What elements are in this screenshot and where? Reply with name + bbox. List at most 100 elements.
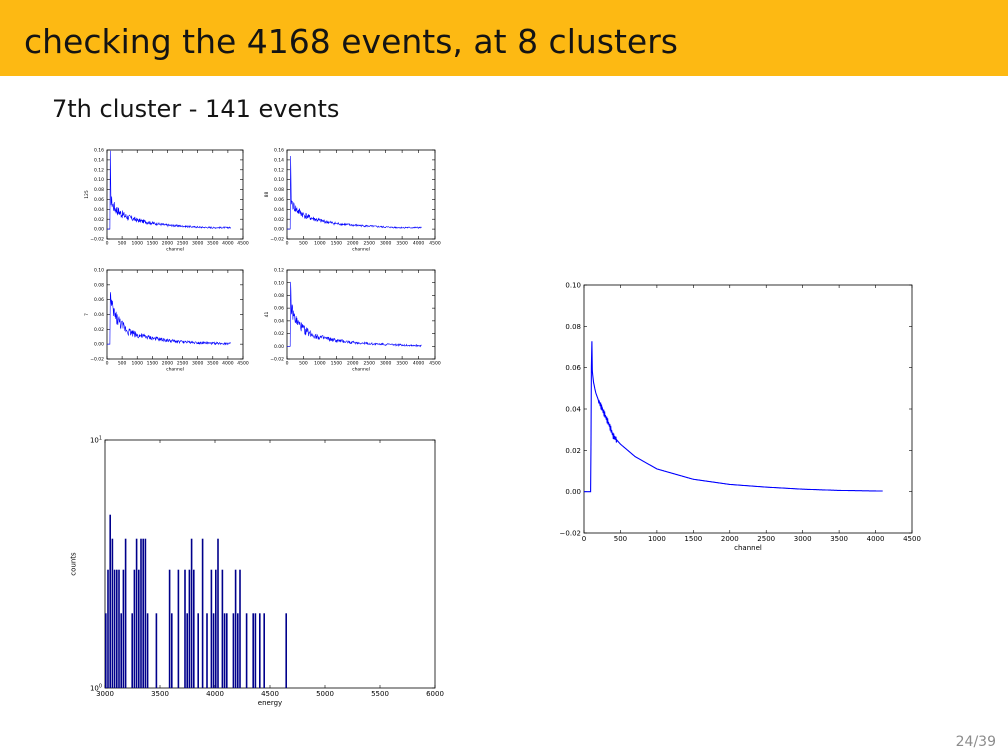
histogram-bar — [201, 538, 204, 688]
chart-41: 0 500 1000 1500 2000 2500 3000 3500 4000 4500 −0.0… — [264, 268, 441, 373]
x-axis-label: channel — [352, 246, 370, 252]
histogram-bar — [254, 613, 257, 688]
histogram-bar — [215, 569, 217, 688]
x-tick-label: 3000 — [794, 535, 812, 543]
histogram-bar — [105, 613, 107, 688]
x-tick-label: 1000 — [314, 361, 326, 367]
y-tick-label: 0.04 — [565, 405, 581, 413]
histogram-bar — [140, 538, 142, 688]
x-tick-label: 2500 — [757, 535, 775, 543]
plot-frame — [106, 269, 244, 360]
histogram-bar — [206, 613, 208, 688]
histogram-bar — [177, 569, 180, 688]
y-tick-label: −0.02 — [270, 357, 284, 363]
histogram-bar — [186, 613, 188, 688]
y-tick-label: 100 — [90, 684, 102, 693]
x-tick-label: 1000 — [131, 241, 143, 247]
y-tick-label: 0.10 — [94, 177, 104, 183]
y-tick-label: 0.16 — [94, 148, 104, 154]
x-tick-label: 5000 — [316, 690, 334, 698]
series-line — [287, 155, 422, 230]
x-tick-label: 0 — [286, 361, 289, 367]
y-axis-label: counts — [70, 552, 78, 576]
y-tick-label: 0.04 — [94, 312, 104, 318]
y-tick-label: 0.04 — [94, 207, 104, 213]
x-tick-label: 0 — [582, 535, 586, 543]
x-tick-label: 500 — [118, 241, 127, 247]
y-tick-label: 0.08 — [565, 323, 581, 331]
x-tick-label: 3500 — [151, 690, 169, 698]
x-tick-label: 1000 — [648, 535, 666, 543]
histogram-bar — [245, 613, 248, 688]
x-axis-label: channel — [166, 246, 184, 252]
x-tick-label: 4500 — [261, 690, 279, 698]
x-tick-label: 3500 — [207, 361, 219, 367]
x-axis-label: channel — [166, 366, 184, 372]
histogram-bar — [124, 538, 127, 688]
y-tick-exponent: 1 — [99, 436, 102, 442]
slide-title: checking the 4168 events, at 8 clusters — [24, 22, 678, 61]
histogram-bar — [168, 569, 171, 688]
histogram-bar — [232, 613, 235, 688]
chart-energy-histogram: 3000 3500 4000 4500 5000 5500 6000 100 101 energy… — [70, 436, 444, 707]
y-tick-label: −0.02 — [560, 529, 581, 537]
x-tick-label: 4000 — [413, 241, 425, 247]
histogram-bar — [285, 613, 287, 688]
chart-7: 0 500 1000 1500 2000 2500 3000 3500 4000 4500 −0.0… — [84, 268, 249, 373]
y-tick-label: 0.06 — [94, 197, 104, 203]
x-tick-label: 0 — [106, 361, 109, 367]
y-tick-label: 0.00 — [94, 227, 104, 233]
histogram-bar — [188, 569, 191, 688]
x-axis-label: energy — [258, 699, 282, 707]
y-axis-label: 7 — [84, 313, 90, 316]
y-tick-label: 0.10 — [565, 281, 581, 289]
histogram-bar — [221, 569, 224, 688]
x-tick-label: 500 — [299, 361, 308, 367]
x-tick-label: 2000 — [162, 241, 174, 247]
histogram-bar — [111, 538, 114, 688]
x-tick-label: 1000 — [131, 361, 143, 367]
histogram-bar — [109, 514, 111, 688]
histogram-bar — [171, 613, 173, 688]
x-tick-label: 2500 — [363, 361, 375, 367]
y-tick-label: 0.14 — [94, 157, 104, 163]
x-tick-label: 500 — [299, 241, 308, 247]
y-tick-label: 0.06 — [274, 306, 284, 312]
y-tick-label: 0.10 — [274, 177, 284, 183]
y-tick-label: 0.06 — [94, 297, 104, 303]
histogram-bar — [252, 613, 254, 688]
x-tick-label: 4000 — [222, 241, 234, 247]
histogram-bar — [135, 538, 138, 688]
y-tick-exponent: 0 — [99, 684, 102, 690]
x-tick-label: 2000 — [347, 241, 359, 247]
y-tick-label: 0.06 — [565, 364, 581, 372]
histogram-bar — [237, 613, 239, 688]
x-tick-label: 3000 — [380, 361, 392, 367]
y-tick-label: 0.10 — [274, 280, 284, 286]
y-tick-label: 0.04 — [274, 318, 284, 324]
histogram-bar — [120, 613, 122, 688]
x-tick-label: 3500 — [830, 535, 848, 543]
histogram-bar — [142, 538, 144, 688]
x-tick-label: 4500 — [429, 361, 441, 367]
histogram-bar — [146, 613, 149, 688]
histogram-bar — [113, 569, 116, 688]
x-tick-label: 3000 — [192, 241, 204, 247]
histogram-bar — [144, 538, 147, 688]
histogram-bar — [193, 569, 195, 688]
histogram-bar — [190, 538, 193, 688]
title-bar — [0, 0, 1008, 76]
y-tick-label: 0.08 — [94, 282, 104, 288]
histogram-bar — [223, 613, 226, 688]
x-tick-label: 6000 — [426, 690, 444, 698]
y-tick-label: 0.00 — [94, 342, 104, 348]
y-tick-label: 0.02 — [274, 217, 284, 223]
x-tick-label: 2500 — [177, 241, 189, 247]
y-tick-label: 0.12 — [274, 268, 284, 274]
x-tick-label: 4000 — [413, 361, 425, 367]
plot-frame — [104, 439, 436, 689]
histogram-bar — [118, 569, 120, 688]
y-tick-label: 0.02 — [94, 327, 104, 333]
histogram-bar — [263, 613, 265, 688]
x-tick-label: 3500 — [396, 241, 408, 247]
